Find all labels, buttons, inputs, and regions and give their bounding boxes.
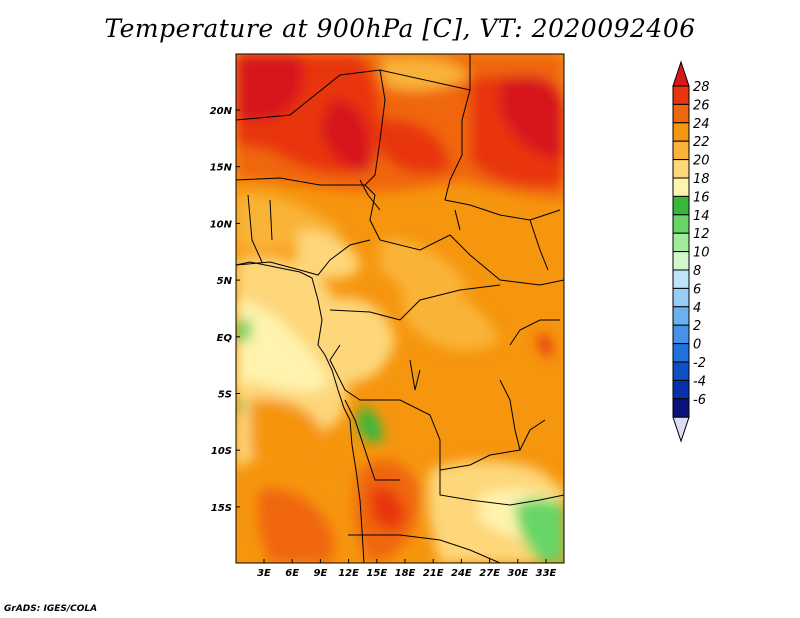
colorbar-label: 8 — [693, 264, 701, 279]
lon-label: 6E — [285, 568, 299, 579]
lon-label: 9E — [314, 568, 328, 579]
colorbar-label: 24 — [693, 117, 710, 132]
colorbar-segment — [672, 379, 690, 400]
lat-label: 20N — [210, 106, 233, 117]
lon-label: 21E — [423, 568, 444, 579]
colorbar-label: 10 — [693, 246, 710, 261]
colorbar-segment — [672, 324, 690, 345]
lon-label: 3E — [257, 568, 271, 579]
lon-label: 33E — [536, 568, 557, 579]
colorbar-segment — [672, 287, 690, 308]
colorbar-label: -2 — [693, 356, 706, 371]
lat-label: 15S — [211, 503, 232, 514]
colorbar-segment — [672, 103, 690, 124]
lon-label: 30E — [507, 568, 528, 579]
temperature-field — [236, 54, 564, 563]
colorbar-label: 12 — [693, 227, 710, 242]
colorbar-segment — [672, 195, 690, 216]
colorbar-label: 0 — [693, 338, 701, 353]
colorbar-label: 6 — [693, 282, 701, 297]
colorbar-segment — [672, 122, 690, 142]
lon-label: 27E — [479, 568, 500, 579]
coastline — [236, 261, 365, 563]
colorbar-label: -6 — [693, 393, 706, 408]
longitude-axis: 3E 6E 9E 12E 15E 18E 21E 24E 27E 30E 33E — [257, 559, 557, 579]
lat-label: 10S — [211, 446, 232, 457]
colorbar-label: 22 — [693, 135, 710, 150]
colorbar-label: 20 — [693, 154, 710, 169]
latitude-axis: 20N 15N 10N 5N EQ 5S 10S 15S — [210, 106, 240, 514]
lat-label: 15N — [210, 163, 233, 174]
colorbar-segment — [672, 343, 690, 363]
colorbar-label: 28 — [693, 80, 710, 95]
colorbar-segment — [672, 306, 690, 326]
colorbar-segment — [672, 232, 690, 253]
colorbar-label: -4 — [693, 374, 706, 389]
colorbar-segment — [672, 85, 690, 105]
lat-label: EQ — [217, 333, 233, 344]
colorbar-label: 4 — [693, 301, 701, 316]
colorbar-segment — [672, 140, 690, 161]
lon-label: 24E — [451, 568, 472, 579]
country-boundaries — [236, 54, 564, 563]
map-title: Temperature at 900hPa [C], VT: 202009240… — [104, 14, 696, 43]
lat-label: 5S — [218, 390, 232, 401]
grads-credit: GrADS: IGES/COLA — [4, 604, 98, 614]
colorbar-label: 2 — [693, 319, 701, 334]
colorbar-label: 18 — [693, 172, 710, 187]
lat-label: 10N — [210, 219, 233, 230]
colorbar-segment — [672, 251, 690, 271]
lat-label: 5N — [217, 276, 233, 287]
colorbar-label: 26 — [693, 98, 710, 113]
colorbar-segment — [672, 177, 690, 197]
colorbar-bottom-arrow — [672, 416, 690, 443]
map-frame — [235, 53, 565, 564]
lon-label: 18E — [395, 568, 416, 579]
lon-label: 12E — [338, 568, 359, 579]
colorbar-segment — [672, 269, 690, 289]
colorbar-label: 14 — [693, 209, 710, 224]
colorbar-segment — [672, 159, 690, 179]
colorbar-label: 16 — [693, 190, 710, 205]
colorbar-segment — [672, 398, 690, 418]
colorbar-segment — [672, 361, 690, 381]
colorbar-top-arrow — [672, 60, 690, 87]
lon-label: 15E — [366, 568, 387, 579]
colorbar-segment — [672, 214, 690, 234]
